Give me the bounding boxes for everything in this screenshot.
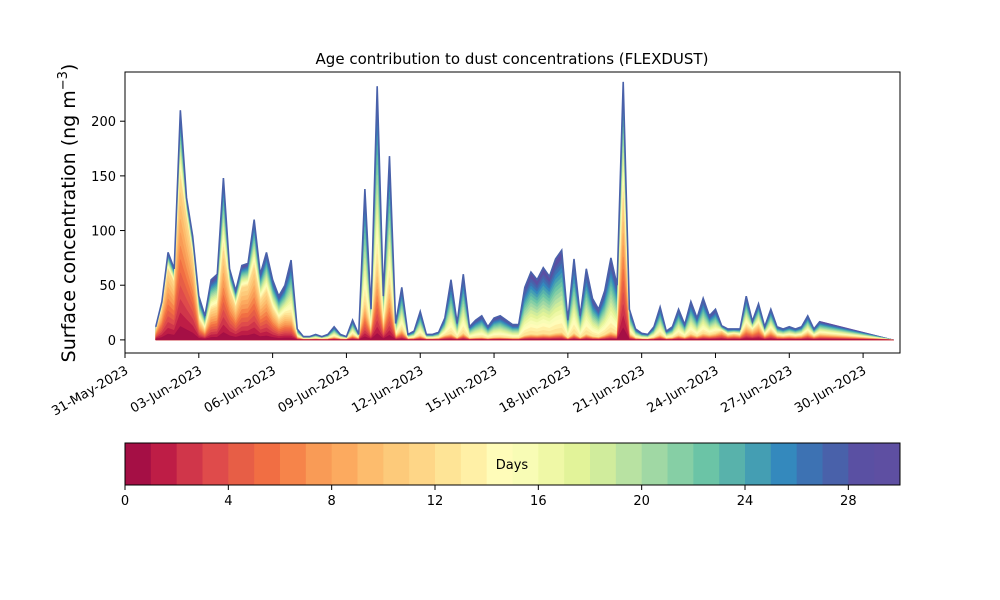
colorbar-bin <box>486 443 513 485</box>
x-tick-label: 24-Jun-2023 <box>645 363 722 416</box>
age-layer-0 <box>155 326 894 341</box>
y-axis-label-main: Surface concentration (ng m <box>58 90 80 362</box>
colorbar-bin <box>228 443 255 485</box>
colorbar-tick-label: 8 <box>328 494 336 509</box>
y-tick-label: 100 <box>91 225 116 240</box>
x-tick-label: 03-Jun-2023 <box>128 363 205 416</box>
colorbar-bin <box>383 443 410 485</box>
stacked-area-plot <box>154 81 894 341</box>
colorbar-bin <box>590 443 617 485</box>
plot-frame <box>124 71 901 354</box>
y-tick-label: 0 <box>108 334 116 349</box>
x-tick-label: 21-Jun-2023 <box>571 363 648 416</box>
colorbar-bin <box>150 443 178 485</box>
colorbar-bin <box>667 443 694 485</box>
y-axis: 0 50 100 150 200 <box>91 115 125 349</box>
colorbar-bin <box>305 443 333 485</box>
y-tick-label: 150 <box>91 170 116 185</box>
colorbar-bin <box>848 443 875 485</box>
colorbar-bin <box>176 443 203 485</box>
y-tick-label: 50 <box>99 279 116 294</box>
colorbar-bin <box>615 443 643 485</box>
x-tick-label: 31-May-2023 <box>49 363 131 419</box>
colorbar-bin <box>125 443 152 485</box>
x-tick-label: 06-Jun-2023 <box>202 363 279 416</box>
colorbar-frame <box>124 442 901 486</box>
colorbar-bin <box>719 443 746 485</box>
colorbar-bin <box>796 443 823 485</box>
colorbar-tick-label: 28 <box>840 494 857 509</box>
colorbar-bin <box>693 443 720 485</box>
colorbar-label: Days <box>496 458 529 473</box>
chart-title: Age contribution to dust concentrations … <box>316 50 709 68</box>
colorbar-bin <box>641 443 668 485</box>
colorbar-bin <box>435 443 462 485</box>
y-axis-label: Surface concentration (ng m−3) <box>56 64 80 363</box>
y-tick-label: 200 <box>91 115 116 130</box>
colorbar-bin <box>280 443 307 485</box>
x-tick-label: 12-Jun-2023 <box>349 363 426 416</box>
colorbar-bin <box>874 443 901 485</box>
colorbar-bin <box>331 443 358 485</box>
colorbar-axis: 0 4 8 12 16 20 24 28 <box>121 485 857 509</box>
colorbar-bin <box>460 443 488 485</box>
colorbar-bin <box>564 443 591 485</box>
colorbar-bin <box>357 443 384 485</box>
y-axis-label-exponent: −3 <box>56 71 71 90</box>
colorbar-bin <box>202 443 229 485</box>
x-tick-label: 18-Jun-2023 <box>497 363 574 416</box>
x-tick-label: 27-Jun-2023 <box>718 363 795 416</box>
colorbar <box>125 443 901 485</box>
x-tick-label: 30-Jun-2023 <box>792 363 869 416</box>
colorbar-bin <box>745 443 772 485</box>
colorbar-tick-label: 24 <box>737 494 754 509</box>
colorbar-bin <box>822 443 849 485</box>
colorbar-bin <box>538 443 565 485</box>
x-tick-label: 09-Jun-2023 <box>276 363 353 416</box>
colorbar-bin <box>409 443 436 485</box>
colorbar-tick-label: 20 <box>633 494 650 509</box>
x-axis: 31-May-202303-Jun-202306-Jun-202309-Jun-… <box>49 353 869 419</box>
colorbar-bin <box>512 443 539 485</box>
colorbar-tick-label: 12 <box>427 494 444 509</box>
colorbar-tick-label: 16 <box>530 494 547 509</box>
colorbar-bin <box>254 443 281 485</box>
x-tick-label: 15-Jun-2023 <box>423 363 500 416</box>
y-axis-label-close: ) <box>58 64 80 71</box>
colorbar-tick-label: 0 <box>121 494 129 509</box>
colorbar-tick-label: 4 <box>224 494 232 509</box>
colorbar-bin <box>770 443 798 485</box>
total-concentration-line <box>154 81 821 338</box>
